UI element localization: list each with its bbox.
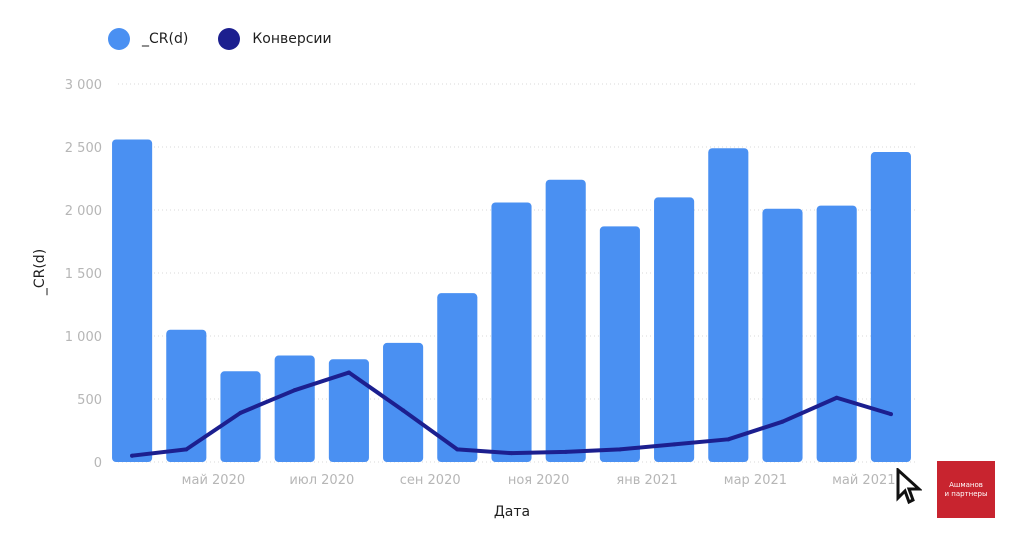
y-tick-label: 0	[94, 456, 102, 471]
line-series	[130, 370, 893, 458]
x-tick-label: июл 2020	[289, 473, 354, 488]
bar[interactable]	[762, 208, 803, 462]
bar[interactable]	[220, 371, 261, 462]
line-point	[346, 370, 351, 375]
x-tick-label: сен 2020	[400, 473, 461, 488]
bar[interactable]	[437, 293, 478, 462]
line-point	[292, 388, 297, 393]
line-point	[401, 408, 406, 413]
x-axis-ticks: май 2020 июл 2020 сен 2020 ноя 2020 янв 2021…	[182, 473, 896, 488]
logo-line-2: и партнеры	[944, 489, 988, 498]
y-tick-label: 500	[77, 393, 102, 408]
bar[interactable]	[112, 139, 153, 462]
x-tick-label: май 2021	[832, 473, 895, 488]
line-point	[672, 442, 677, 447]
line-point	[130, 453, 135, 458]
line-point	[617, 447, 622, 452]
legend-label-conversions: Конверсии	[252, 31, 332, 47]
y-tick-label: 2 500	[65, 141, 102, 156]
x-tick-label: мар 2021	[724, 473, 787, 488]
logo-cursor-icon	[896, 468, 922, 505]
line-point	[455, 447, 460, 452]
bar[interactable]	[708, 148, 749, 462]
logo-line-1: Ашманов	[949, 480, 983, 489]
bar[interactable]	[870, 152, 911, 463]
line-point	[184, 447, 189, 452]
chart-legend: _CR(d) Конверсии	[108, 28, 362, 50]
line-point	[509, 451, 514, 456]
line-point	[726, 437, 731, 442]
bar[interactable]	[545, 179, 586, 462]
y-axis-ticks: 0 500 1 000 1 500 2 000 2 500 3 000	[65, 78, 102, 471]
bar[interactable]	[274, 355, 315, 462]
x-tick-label: янв 2021	[616, 473, 677, 488]
y-tick-label: 1 500	[65, 267, 102, 282]
legend-swatch-conversions	[218, 28, 241, 50]
bar-series	[112, 139, 911, 463]
legend-swatch-cr	[108, 28, 130, 50]
line-point	[780, 419, 785, 424]
y-tick-label: 2 000	[65, 204, 102, 219]
bar[interactable]	[654, 197, 695, 462]
legend-item-conversions[interactable]: Конверсии	[218, 28, 332, 50]
bar[interactable]	[599, 226, 640, 462]
bar[interactable]	[491, 202, 532, 462]
bar[interactable]	[166, 329, 207, 462]
bar[interactable]	[816, 205, 857, 462]
legend-item-cr[interactable]: _CR(d)	[108, 28, 188, 50]
bar[interactable]	[328, 359, 369, 462]
y-tick-label: 3 000	[65, 78, 102, 93]
line-point	[238, 410, 243, 415]
x-tick-label: май 2020	[182, 473, 245, 488]
company-logo: Ашманов и партнеры	[937, 461, 995, 518]
y-tick-label: 1 000	[65, 330, 102, 345]
line-point	[834, 395, 839, 400]
y-axis-title: _CR(d)	[32, 249, 48, 296]
line-point	[888, 412, 893, 417]
line-point	[563, 449, 568, 454]
x-tick-label: ноя 2020	[508, 473, 570, 488]
bar[interactable]	[383, 342, 424, 462]
legend-label-cr: _CR(d)	[142, 31, 189, 47]
x-axis-title: Дата	[494, 504, 530, 520]
